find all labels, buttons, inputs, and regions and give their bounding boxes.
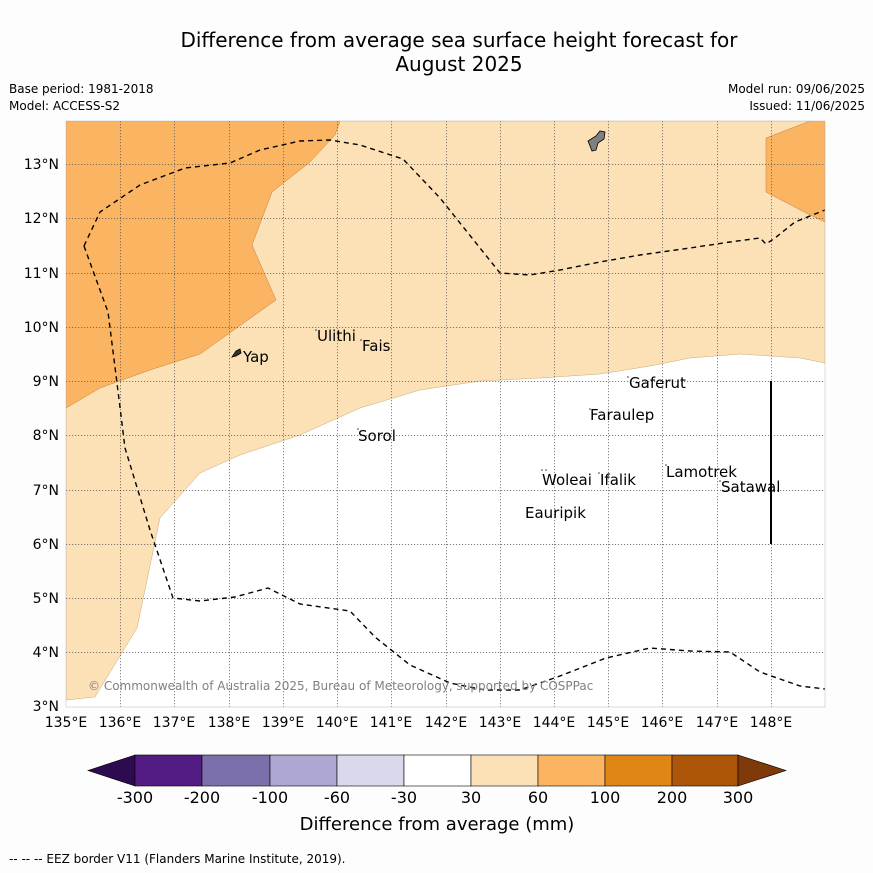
title-line-1: Difference from average sea surface heig… [180,28,738,52]
guam-island [587,130,606,152]
colorbar-extend-low [87,754,136,787]
lon-tick: 138°E [208,715,251,731]
colorbar-tick-labels: -300 -200 -100 -60 -30 30 60 100 200 300 [117,788,753,807]
lon-tick: 135°E [45,715,88,731]
colorbar [87,754,787,787]
place-label-yap: Yap [242,348,269,366]
place-label-fais: Fais [362,337,391,355]
place-label-woleai: Woleai [542,471,592,489]
lat-tick-labels: 3°N 4°N 5°N 6°N 7°N 8°N 9°N 10°N 11°N 12… [24,157,59,715]
lon-tick: 147°E [696,715,739,731]
anomaly-region-60-100-east [765,121,825,223]
eez-legend-note: -- -- -- EEZ border V11 (Flanders Marine… [9,852,346,866]
lat-tick: 9°N [33,374,59,390]
title-line-2: August 2025 [395,52,523,76]
place-label-ifalik: Ifalik [600,471,636,489]
lon-tick: 141°E [370,715,413,731]
lon-tick-labels: 135°E 136°E 137°E 138°E 139°E 140°E 141°… [45,715,793,731]
lon-tick: 145°E [587,715,630,731]
colorbar-swatch [470,754,539,787]
lat-tick: 11°N [24,266,59,282]
place-label-satawal: Satawal [721,478,780,496]
colorbar-tick: -300 [117,788,153,807]
colorbar-swatch [336,754,405,787]
place-label-sorol: Sorol [358,427,396,445]
colorbar-extend-high [737,754,787,787]
lon-tick: 146°E [641,715,684,731]
graticule [66,121,825,707]
colorbar-tick: -100 [252,788,288,807]
colorbar-title: Difference from average (mm) [300,814,575,835]
issued-date: Issued: 11/06/2025 [749,99,865,113]
lat-tick: 8°N [33,428,59,444]
place-label-ulithi: Ulithi [317,327,356,345]
lon-tick: 136°E [99,715,142,731]
lon-tick: 137°E [153,715,196,731]
lon-tick: 142°E [425,715,468,731]
model-name: Model: ACCESS-S2 [9,99,121,113]
colorbar-tick: 200 [657,788,688,807]
atoll-markers [315,329,721,482]
colorbar-tick: -200 [184,788,220,807]
colorbar-swatch [269,754,338,787]
colorbar-swatch [201,754,271,787]
copyright-notice: © Commonwealth of Australia 2025, Bureau… [88,679,593,693]
place-label-faraulep: Faraulep [590,406,654,424]
model-run: Model run: 09/06/2025 [727,82,865,96]
lat-tick: 12°N [24,211,59,227]
place-label-eauripik: Eauripik [525,504,586,522]
colorbar-swatch [604,754,673,787]
map-area: Yap Ulithi Fais Gaferut Faraulep Sorol W… [66,121,825,707]
lat-tick: 6°N [33,537,59,553]
colorbar-tick: -60 [324,788,350,807]
lon-tick: 144°E [533,715,576,731]
colorbar-tick: 60 [528,788,548,807]
lon-tick: 139°E [262,715,305,731]
lat-tick: 4°N [33,645,59,661]
eez-border-south [83,245,825,691]
lat-tick: 3°N [33,699,59,715]
colorbar-tick: 100 [590,788,621,807]
colorbar-swatch [671,754,739,787]
yap-island [231,348,242,358]
colorbar-swatch [537,754,606,787]
eez-border [83,139,825,276]
meta-left: Base period: 1981-2018 Model: ACCESS-S2 [9,81,154,115]
lon-tick: 140°E [316,715,359,731]
lon-tick: 143°E [479,715,522,731]
place-label-lamotrek: Lamotrek [666,463,737,481]
colorbar-swatch [403,754,472,787]
base-period: Base period: 1981-2018 [9,82,154,96]
meta-right: Model run: 09/06/2025 Issued: 11/06/2025 [728,81,865,115]
anomaly-region-60-100-west [66,121,341,409]
colorbar-tick: 30 [461,788,481,807]
chart-title: Difference from average sea surface heig… [0,28,873,76]
colorbar-swatch [134,754,203,787]
colorbar-tick: -30 [391,788,417,807]
colorbar-tick: 300 [723,788,754,807]
lat-tick: 5°N [33,591,59,607]
lon-tick: 148°E [750,715,793,731]
place-label-gaferut: Gaferut [629,374,686,392]
lat-tick: 7°N [33,483,59,499]
map-frame [65,120,826,708]
lat-tick: 10°N [24,320,59,336]
lat-tick: 13°N [24,157,59,173]
